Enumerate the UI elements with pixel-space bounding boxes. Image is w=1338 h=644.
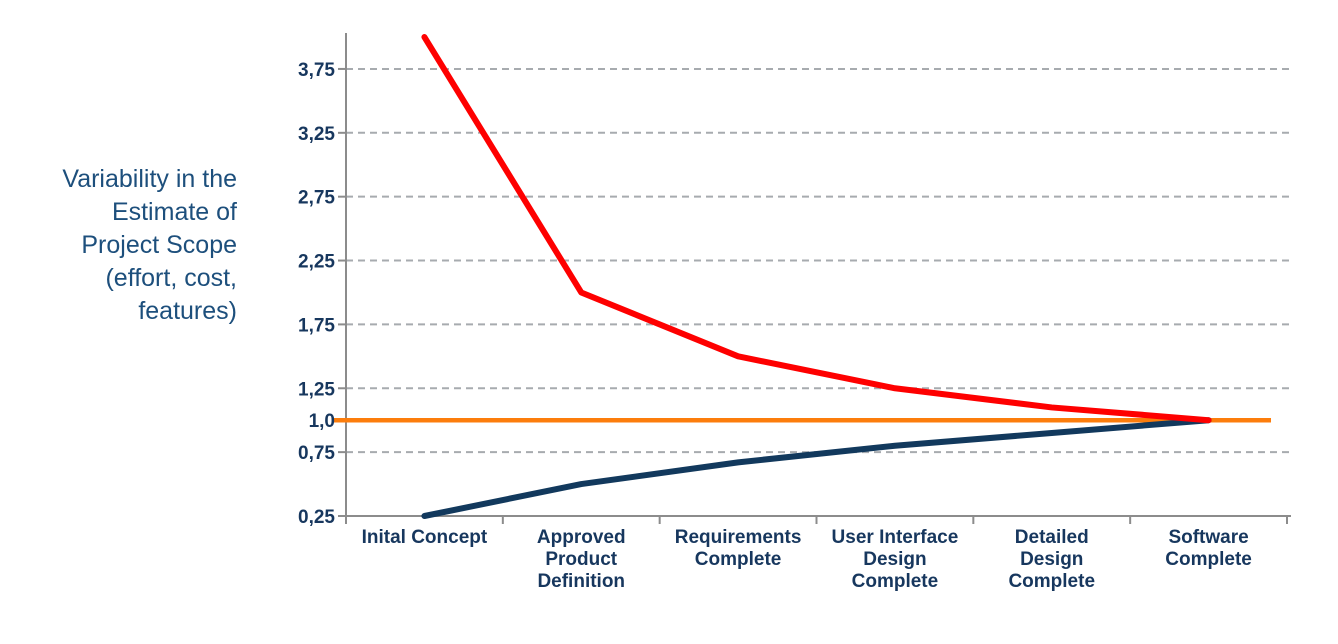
upper-estimate-bound-series-line <box>421 34 1212 424</box>
x-category-label: Inital Concept <box>362 527 488 548</box>
x-category-label: User Interface <box>832 527 959 548</box>
x-category-label: Detailed <box>1015 527 1089 548</box>
y-tick-label: 3,75 <box>298 60 335 81</box>
y-tick-label: 1,25 <box>298 379 335 400</box>
y-axis-title-line: features) <box>138 297 237 325</box>
x-category-label: Complete <box>852 571 939 592</box>
x-category-label: Design <box>1020 549 1083 570</box>
y-axis-title-line: Project Scope <box>81 231 237 259</box>
x-category-label: Requirements <box>675 527 802 548</box>
y-tick-label: 1,0 <box>309 411 335 432</box>
x-category-label: Definition <box>537 571 625 592</box>
x-category-label: Complete <box>695 549 782 570</box>
y-tick-label: 2,25 <box>298 252 335 273</box>
y-axis-title-line: (effort, cost, <box>105 264 237 292</box>
lower-estimate-bound-series-line <box>421 417 1212 519</box>
y-tick-label: 2,75 <box>298 188 335 209</box>
x-category-label: Approved <box>537 527 626 548</box>
x-category-label: Complete <box>1008 571 1095 592</box>
y-tick-label: 3,25 <box>298 124 335 145</box>
x-category-label: Product <box>545 549 617 570</box>
y-tick-label: 0,75 <box>298 443 335 464</box>
x-category-label: Software <box>1168 527 1248 548</box>
y-axis-title: Variability in the Estimate of Project S… <box>0 163 237 328</box>
y-axis-title-line: Estimate of <box>111 198 237 226</box>
y-axis-title-line: Variability in the <box>62 165 237 193</box>
y-tick-label: 0,25 <box>298 507 335 528</box>
y-tick-label: 1,75 <box>298 315 335 336</box>
x-category-label: Design <box>863 549 926 570</box>
x-category-label: Complete <box>1165 549 1252 570</box>
